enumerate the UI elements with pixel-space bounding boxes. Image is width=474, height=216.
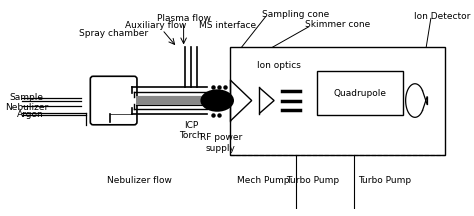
Bar: [136, 96, 207, 105]
Text: Sampling cone: Sampling cone: [262, 10, 329, 19]
Text: RF power
supply: RF power supply: [200, 133, 242, 152]
Text: Spray chamber: Spray chamber: [79, 29, 148, 38]
Bar: [317, 71, 403, 116]
Text: Auxiliary flow: Auxiliary flow: [125, 21, 186, 30]
Text: Quadrupole: Quadrupole: [333, 89, 386, 98]
Text: Nebulizer: Nebulizer: [5, 103, 48, 112]
Ellipse shape: [201, 89, 234, 112]
Text: Ion Detector: Ion Detector: [414, 12, 470, 21]
Text: Sample: Sample: [9, 93, 44, 102]
Text: Nebulizer flow: Nebulizer flow: [107, 176, 172, 185]
FancyBboxPatch shape: [91, 76, 137, 125]
Text: ICP
Torch: ICP Torch: [179, 121, 203, 140]
Text: Skimmer cone: Skimmer cone: [305, 19, 370, 29]
Text: Mech Pump: Mech Pump: [237, 176, 289, 185]
Text: MS interface: MS interface: [199, 21, 256, 30]
Text: Turbo Pump: Turbo Pump: [286, 176, 339, 185]
Text: Plasma flow: Plasma flow: [156, 14, 210, 23]
Bar: [230, 47, 445, 155]
Text: Ion optics: Ion optics: [257, 60, 301, 70]
Text: Turbo Pump: Turbo Pump: [357, 176, 411, 185]
Text: Argon: Argon: [17, 110, 44, 119]
